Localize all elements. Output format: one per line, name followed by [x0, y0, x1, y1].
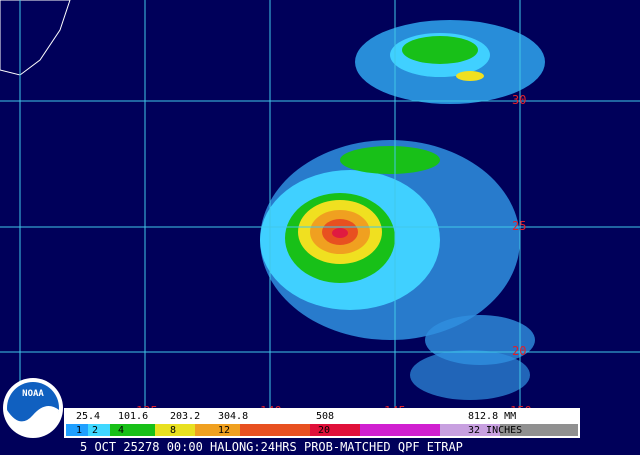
lat-label: 30	[512, 93, 526, 107]
mm-label: 203.2	[170, 411, 200, 422]
caption: 5 OCT 25278 00:00 HALONG:24HRS PROB-MATC…	[80, 440, 463, 454]
coastline	[0, 0, 71, 76]
mm-label: 25.4	[76, 411, 100, 422]
inch-label: 4	[118, 425, 124, 436]
color-scale	[66, 424, 578, 436]
noaa-logo: NOAA	[3, 378, 63, 438]
lat-label: 25	[512, 219, 526, 233]
inch-label: 32 INCHES	[468, 425, 522, 436]
inch-label: 1	[76, 425, 82, 436]
lat-label: 20	[512, 344, 526, 358]
mm-label: 508	[316, 411, 334, 422]
inch-label: 2	[92, 425, 98, 436]
mm-label: 304.8	[218, 411, 248, 422]
inch-label: 8	[170, 425, 176, 436]
graticule	[0, 0, 640, 420]
inch-label: 12	[218, 425, 230, 436]
inch-label: 20	[318, 425, 330, 436]
mm-label: 812.8 MM	[468, 411, 516, 422]
mm-label: 101.6	[118, 411, 148, 422]
logo-text: NOAA	[22, 389, 44, 399]
